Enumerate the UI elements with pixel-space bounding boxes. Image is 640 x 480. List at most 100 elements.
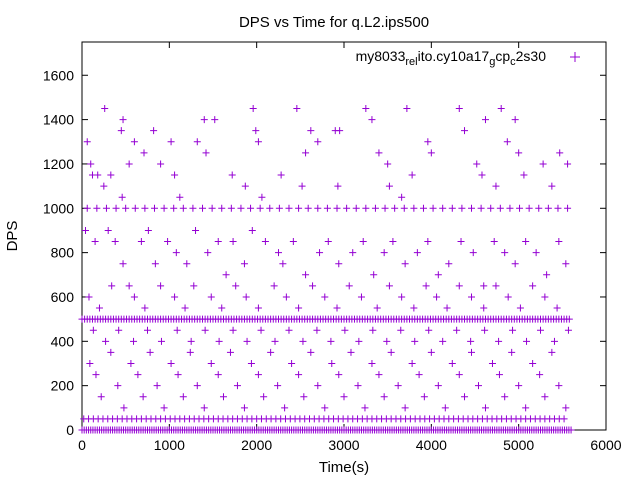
data-point [140,149,148,157]
data-point [564,160,572,168]
data-point [434,271,442,279]
data-point [130,337,138,345]
data-point [119,260,127,268]
data-point [192,226,200,234]
data-point [167,138,175,146]
data-point [554,204,562,212]
data-point [478,171,486,179]
data-point [179,204,187,212]
data-point [506,204,514,212]
data-point [309,282,317,290]
data-point [282,293,290,301]
data-point [352,204,360,212]
y-tick-label: 600 [51,289,75,305]
data-point [247,359,255,367]
data-point [359,238,367,246]
data-point [146,348,154,356]
data-point [179,393,187,401]
data-point [237,204,245,212]
data-point [443,304,451,312]
data-point [385,282,393,290]
data-point [150,127,158,135]
data-point [307,127,315,135]
data-point [343,204,351,212]
legend-label-part: g [489,56,495,68]
data-point [241,182,249,190]
data-point [467,337,475,345]
data-point [285,204,293,212]
data-point [160,204,168,212]
data-point [270,282,278,290]
data-point [354,382,362,390]
data-point [112,204,120,212]
data-point [333,304,341,312]
data-point [488,359,496,367]
data-point [429,204,437,212]
data-point [522,404,530,412]
legend-label-part: ito.cy10a17 [418,48,490,64]
data-point [199,204,207,212]
data-point [275,204,283,212]
data-point [522,238,530,246]
data-point [508,348,516,356]
data-point [229,238,237,246]
data-point [183,260,191,268]
data-point [383,337,391,345]
data-point [375,371,383,379]
data-point [401,260,409,268]
data-point [556,149,564,157]
data-point [144,326,151,334]
data-point [381,204,389,212]
data-point [345,282,353,290]
data-point [141,304,149,312]
data-point [257,326,265,334]
data-point [384,160,392,168]
data-point [501,393,509,401]
data-point [398,193,406,201]
data-point [173,326,181,334]
data-point [293,105,301,113]
x-axis-label: Time(s) [319,459,369,476]
data-point [130,293,138,301]
data-point [481,326,489,334]
data-point [222,271,230,279]
data-point [87,160,95,168]
data-point [439,204,447,212]
data-point [130,138,138,146]
data-point [525,204,533,212]
data-point [118,193,126,201]
data-point [228,171,236,179]
data-point [281,404,289,412]
data-point [275,249,282,257]
data-point [560,415,568,423]
data-point [333,204,341,212]
chart-title: DPS vs Time for q.L2.ips500 [239,14,429,31]
data-point [86,359,94,367]
data-point [81,226,89,234]
data-point [307,348,315,356]
data-point [88,171,96,179]
data-point [187,337,195,345]
data-point [295,304,303,312]
data-point [157,282,165,290]
data-point [215,337,223,345]
data-point [401,404,409,412]
data-point [474,382,482,390]
data-point [362,105,370,113]
data-point [176,193,184,201]
data-point [108,282,116,290]
data-point [289,238,297,246]
data-point [555,382,563,390]
x-tick-label: 3000 [328,437,359,453]
data-point [295,204,303,212]
data-point [335,260,343,268]
data-point [516,204,524,212]
data-point [313,326,321,334]
data-point [357,293,365,301]
data-point [509,326,517,334]
data-point [316,249,324,257]
data-point [167,359,175,367]
data-point [562,404,570,412]
data-point [328,359,336,367]
